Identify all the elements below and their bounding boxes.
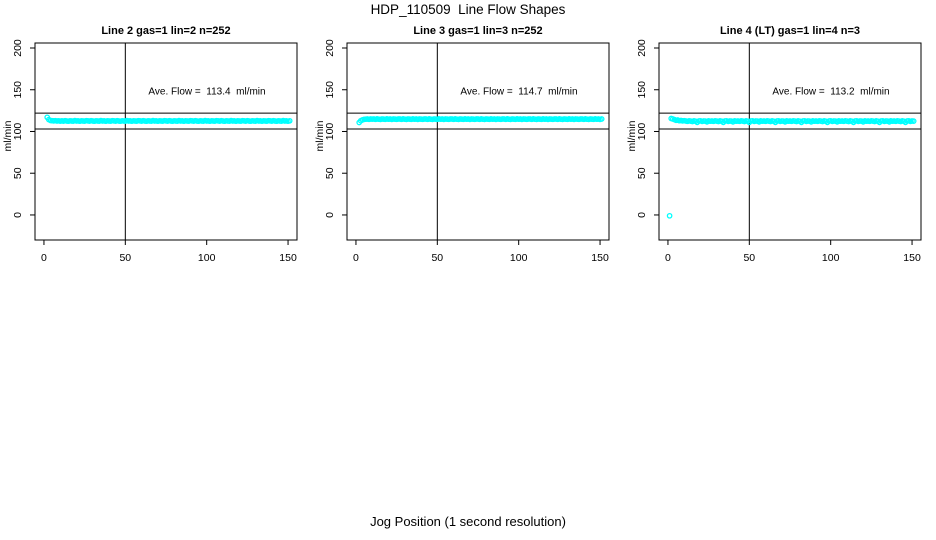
data-point [598,116,605,122]
plot-box [346,42,610,241]
ave-flow-annotation-line3: Ave. Flow = 114.7 ml/min [460,86,578,98]
y-axis-tick-label: 150 [636,81,648,99]
plot-area-line3: 0 50 100 150 0 50 100 150 200 [324,39,610,264]
data-point [666,212,673,219]
x-axis-tick-label: 50 [119,252,131,264]
plot-area-line4: 0 50 100 150 0 50 100 150 200 [636,39,922,264]
y-axis-tick-label: 200 [324,39,336,57]
panel-title-line3: Line 3 gas=1 lin=3 n=252 [413,25,543,37]
x-axis-label: Jog Position (1 second resolution) [370,514,566,529]
panel-line3: Line 3 gas=1 lin=3 n=252 Ave. Flow = 114… [312,0,624,300]
panel-title-line4: Line 4 (LT) gas=1 lin=4 n=3 [719,25,861,37]
x-axis-tick-label: 0 [353,252,359,264]
y-axis-tick-label: 100 [636,123,648,141]
y-axis-tick-label: 50 [636,167,648,179]
y-axis-tick-label: 150 [12,81,24,99]
y-axis-tick-label: 50 [12,167,24,179]
y-axis-tick-label: 200 [12,39,24,57]
x-axis-tick-label: 100 [510,252,528,264]
plot-box [34,42,298,241]
x-axis-tick-label: 50 [431,252,443,264]
x-axis-tick-label: 150 [903,252,921,264]
y-axis-tick-label: 0 [324,212,336,218]
data-point [910,118,917,124]
ave-flow-annotation-line4: Ave. Flow = 113.2 ml/min [772,86,890,98]
figure-title: HDP_110509 Line Flow Shapes [370,2,566,17]
y-axis-tick-label: 150 [324,81,336,99]
x-axis-tick-label: 100 [198,252,216,264]
x-axis-tick-label: 150 [279,252,297,264]
x-axis-tick-label: 0 [665,252,671,264]
x-axis-tick-label: 100 [822,252,840,264]
x-axis-tick-label: 50 [743,252,755,264]
x-axis-tick-label: 150 [591,252,609,264]
panel-title-line2: Line 2 gas=1 lin=2 n=252 [101,25,231,37]
plot-area-line2: 0 50 100 150 0 50 100 150 200 [12,39,298,264]
panel-line4: Line 4 (LT) gas=1 lin=4 n=3 Ave. Flow = … [624,0,936,300]
y-axis-tick-label: 50 [324,167,336,179]
y-axis-tick-label: 100 [12,123,24,141]
y-axis-tick-label: 0 [636,212,648,218]
ave-flow-annotation-line2: Ave. Flow = 113.4 ml/min [148,86,266,98]
data-point [286,117,293,124]
y-axis-tick-label: 200 [636,39,648,57]
y-axis-tick-label: 100 [324,123,336,141]
plot-box [658,42,922,241]
y-axis-tick-label: 0 [12,212,24,218]
x-axis-tick-label: 0 [41,252,47,264]
panel-line2: Line 2 gas=1 lin=2 n=252 Ave. Flow = 113… [0,0,312,300]
